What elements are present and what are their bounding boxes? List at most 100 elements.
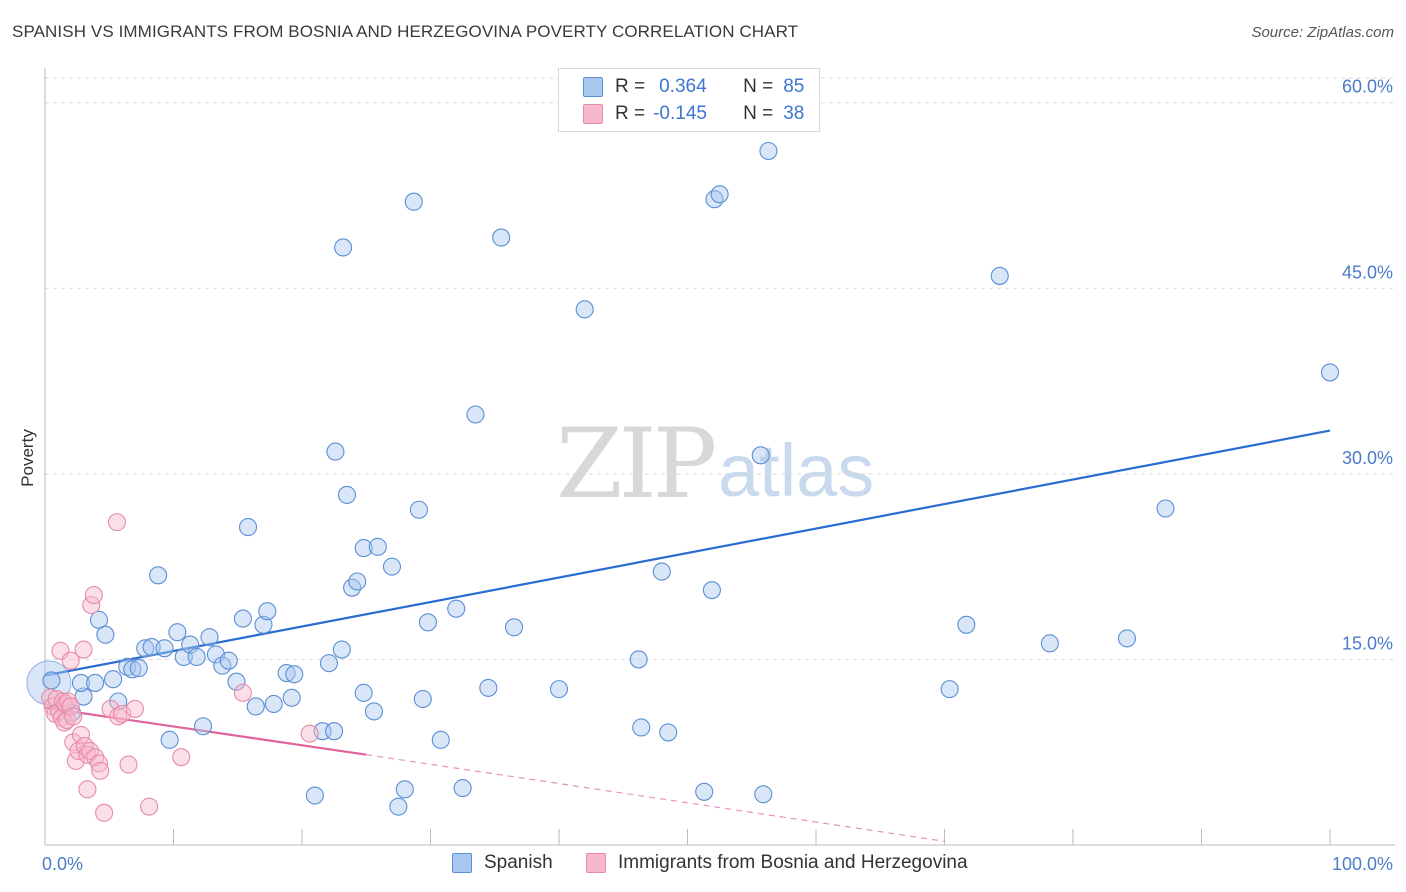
spanish-point	[86, 673, 105, 692]
spanish-point	[282, 688, 301, 707]
spanish-point	[957, 615, 976, 634]
series-label-spanish: Spanish	[484, 852, 553, 873]
spanish-point	[246, 697, 265, 716]
spanish-point	[238, 518, 258, 537]
legend-r-value: -0.145	[653, 103, 707, 124]
spanish-point	[940, 680, 959, 699]
legend-r-label: R =	[615, 103, 646, 124]
grid-layer	[45, 77, 1395, 660]
y-tick-label: 15.0%	[1342, 633, 1393, 653]
watermark-atlas: atlas	[718, 429, 875, 512]
spanish-point	[337, 485, 357, 504]
spanish-point	[751, 446, 770, 465]
bosnia-point	[64, 707, 83, 726]
bosnia-point	[74, 640, 93, 659]
spanish-point	[118, 657, 137, 676]
spanish-point	[194, 717, 213, 736]
spanish-point	[168, 623, 187, 642]
bosnia-trendline	[44, 706, 367, 756]
spanish-point	[1117, 629, 1137, 648]
bosnia-point	[95, 803, 114, 822]
bosnia-point	[300, 724, 319, 743]
spanish-point	[368, 537, 387, 556]
spanish-point	[575, 300, 594, 319]
spanish-point	[354, 683, 373, 702]
spanish-point	[1320, 363, 1340, 382]
spanish-point	[695, 782, 714, 801]
legend-swatch-spanish	[583, 77, 603, 97]
series-legend-bosnia: Immigrants from Bosnia and Herzegovina	[586, 852, 968, 874]
spanish-point	[466, 405, 485, 424]
spanish-point	[136, 639, 155, 658]
spanish-point	[710, 185, 729, 204]
spanish-point	[142, 638, 161, 657]
x-tick-label: 100.0%	[1332, 854, 1393, 874]
spanish-point	[42, 671, 61, 690]
spanish-point	[326, 442, 345, 461]
spanish-point	[759, 141, 778, 161]
spanish-point	[129, 659, 148, 678]
source-label: Source: ZipAtlas.com	[1251, 24, 1394, 41]
series-legend-spanish: Spanish	[452, 852, 553, 874]
spanish-point	[702, 581, 721, 600]
spanish-point	[364, 702, 384, 721]
spanish-point	[382, 557, 402, 576]
spanish-point	[160, 730, 179, 749]
spanish-point	[389, 797, 408, 816]
legend-row-spanish: R = 0.364 N = 85	[583, 75, 804, 99]
legend-n-label: N =	[743, 76, 774, 97]
spanish-point	[629, 650, 648, 669]
spanish-point	[492, 228, 511, 247]
spanish-point	[200, 628, 219, 647]
spanish-point	[258, 602, 277, 621]
spanish-point	[504, 618, 524, 637]
legend-n-label: N =	[743, 103, 774, 124]
spanish-point	[334, 238, 353, 257]
spanish-point	[1040, 634, 1059, 653]
chart-title: SPANISH VS IMMIGRANTS FROM BOSNIA AND HE…	[12, 22, 799, 41]
legend-n-value: 85	[783, 76, 805, 97]
bosnia-point	[107, 513, 127, 532]
bosnia-point	[64, 733, 83, 752]
spanish-point	[348, 572, 367, 591]
spanish-point	[123, 660, 142, 679]
spanish-point	[325, 722, 344, 741]
spanish-point	[705, 190, 724, 209]
bosnia-point	[89, 754, 109, 773]
spanish-point	[155, 639, 174, 658]
spanish-point	[549, 680, 569, 699]
bosnia-point	[84, 586, 103, 605]
spanish-trendline	[44, 429, 1331, 677]
spanish-point	[319, 654, 339, 673]
spanish-point	[332, 640, 351, 659]
spanish-point	[418, 613, 437, 632]
spanish-point	[285, 665, 304, 684]
spanish-point	[264, 694, 283, 714]
spanish-point	[413, 689, 432, 709]
series-label-bosnia: Immigrants from Bosnia and Herzegovina	[618, 852, 968, 873]
spanish-point	[1156, 499, 1175, 518]
spanish-point	[659, 723, 678, 742]
spanish-point	[96, 625, 115, 644]
bosnia-point	[125, 699, 144, 718]
bosnia-point	[71, 725, 91, 744]
bosnia-point	[119, 755, 138, 774]
spanish-point	[395, 780, 414, 799]
spanish-point	[652, 562, 671, 581]
trend-layer	[44, 429, 1331, 842]
spanish-point	[233, 609, 252, 628]
bosnia-point	[233, 683, 252, 702]
spanish-point	[409, 500, 428, 519]
spanish-point	[187, 647, 206, 667]
spanish-point	[404, 192, 423, 211]
watermark-zip: ZIP	[556, 408, 717, 520]
spanish-point	[354, 539, 373, 558]
bosnia-point	[172, 748, 191, 767]
spanish-point	[254, 615, 273, 634]
series-swatch-spanish	[452, 853, 472, 873]
y-tick-label: 45.0%	[1342, 262, 1393, 282]
bosnia-trendline-extension	[366, 754, 945, 842]
bosnia-point	[91, 761, 110, 780]
spanish-point	[447, 599, 466, 618]
series-legend: Spanish Immigrants from Bosnia and Herze…	[0, 852, 1406, 878]
